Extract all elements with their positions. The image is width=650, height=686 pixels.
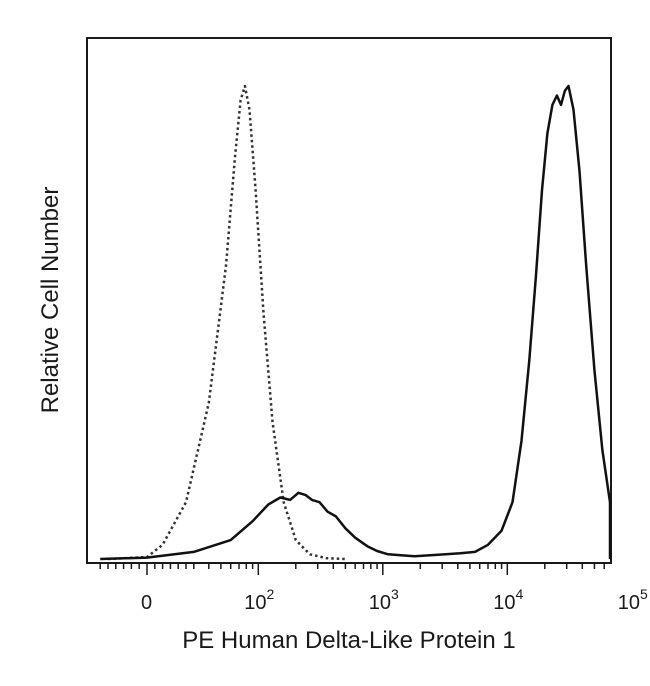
x-tick-label: 102 — [244, 586, 274, 614]
x-tick-label-base: 10 — [369, 592, 391, 614]
x-tick-label: 103 — [369, 586, 399, 614]
isotype-control-line — [107, 84, 346, 561]
x-tick-label-base: 0 — [141, 592, 152, 614]
x-tick-label: 105 — [618, 586, 648, 614]
x-tick-label-exponent: 2 — [267, 586, 275, 602]
x-tick-label-exponent: 5 — [640, 586, 648, 602]
x-tick-label-exponent: 3 — [391, 586, 399, 602]
x-axis-tick-labels: 0 102 103 104 105 — [141, 586, 648, 614]
y-axis-label: Relative Cell Number — [37, 187, 64, 414]
plot-lines — [100, 84, 612, 561]
x-axis-label: PE Human Delta-Like Protein 1 — [182, 627, 516, 654]
x-tick-label-base: 10 — [244, 592, 266, 614]
x-tick-label-base: 10 — [493, 592, 515, 614]
x-tick-label-exponent: 4 — [516, 586, 524, 602]
x-tick-label: 0 — [141, 592, 152, 614]
x-tick-label-base: 10 — [618, 592, 640, 614]
x-tick-label: 104 — [493, 586, 523, 614]
x-axis-ticks — [99, 563, 605, 575]
plot-frame — [86, 37, 612, 564]
stained-sample-line — [100, 84, 612, 561]
